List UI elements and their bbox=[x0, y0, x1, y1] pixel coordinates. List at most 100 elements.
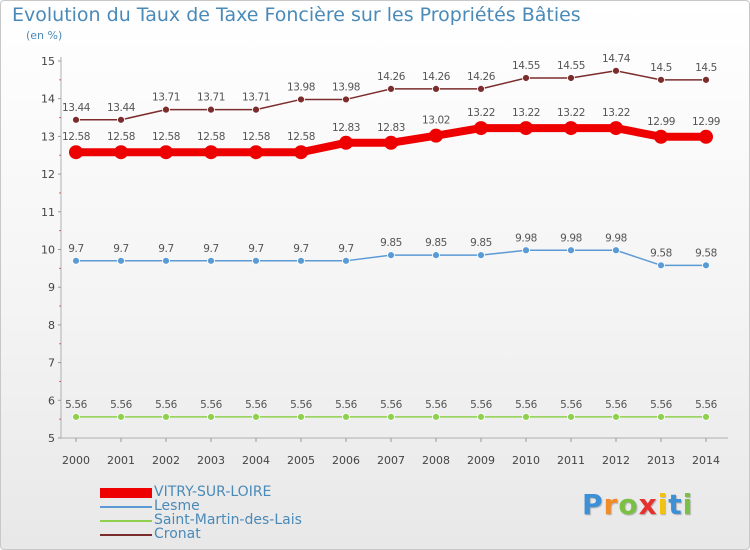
chart-title: Evolution du Taux de Taxe Foncière sur l… bbox=[12, 4, 581, 26]
logo-letter: P bbox=[582, 488, 604, 521]
x-tick-label: 2002 bbox=[152, 454, 180, 467]
legend-label: Saint-Martin-des-Lais bbox=[154, 512, 302, 528]
x-tick-label: 2014 bbox=[692, 454, 720, 467]
data-point bbox=[117, 115, 125, 124]
data-point bbox=[252, 105, 260, 114]
data-label: 14.5 bbox=[650, 62, 672, 74]
data-point bbox=[72, 412, 80, 421]
x-tick-label: 2010 bbox=[512, 454, 540, 467]
data-label: 5.56 bbox=[65, 399, 87, 411]
data-label: 9.85 bbox=[425, 237, 447, 249]
data-point bbox=[657, 261, 665, 270]
data-label: 5.56 bbox=[110, 399, 132, 411]
logo-letter: i bbox=[682, 488, 694, 521]
data-label: 5.56 bbox=[425, 399, 447, 411]
legend-swatch bbox=[100, 506, 152, 508]
data-point bbox=[117, 412, 125, 421]
logo-letter: i bbox=[657, 488, 669, 521]
data-point bbox=[564, 121, 578, 136]
data-label: 9.85 bbox=[470, 237, 492, 249]
data-label: 9.7 bbox=[338, 243, 354, 255]
data-point bbox=[432, 251, 440, 260]
data-label: 13.71 bbox=[242, 92, 270, 104]
data-point bbox=[519, 121, 533, 136]
x-tick-label: 2007 bbox=[377, 454, 405, 467]
data-point bbox=[702, 261, 710, 270]
data-point bbox=[252, 256, 260, 265]
data-point bbox=[114, 145, 128, 160]
data-point bbox=[432, 412, 440, 421]
data-label: 9.7 bbox=[68, 243, 84, 255]
x-tick-label: 2003 bbox=[197, 454, 225, 467]
data-point bbox=[297, 256, 305, 265]
data-label: 9.98 bbox=[515, 232, 537, 244]
data-label: 5.56 bbox=[560, 399, 582, 411]
data-point bbox=[72, 256, 80, 265]
data-point bbox=[654, 129, 668, 144]
y-tick-label: 10 bbox=[41, 244, 55, 257]
data-point bbox=[657, 75, 665, 84]
data-label: 5.56 bbox=[200, 399, 222, 411]
x-tick-label: 2000 bbox=[62, 454, 90, 467]
data-label: 13.71 bbox=[197, 92, 225, 104]
data-label: 5.56 bbox=[290, 399, 312, 411]
data-point bbox=[297, 412, 305, 421]
data-point bbox=[387, 84, 395, 93]
data-point bbox=[162, 256, 170, 265]
data-label: 13.22 bbox=[557, 107, 585, 119]
data-label: 13.44 bbox=[107, 102, 136, 114]
data-point bbox=[612, 246, 620, 255]
data-label: 12.58 bbox=[152, 131, 180, 143]
data-label: 5.56 bbox=[650, 399, 672, 411]
data-point bbox=[477, 84, 485, 93]
data-label: 12.83 bbox=[332, 122, 360, 134]
data-label: 9.7 bbox=[293, 243, 309, 255]
data-label: 12.58 bbox=[242, 131, 270, 143]
data-label: 9.85 bbox=[380, 237, 402, 249]
data-label: 9.98 bbox=[560, 232, 582, 244]
data-point bbox=[339, 135, 353, 150]
data-label: 14.74 bbox=[602, 53, 631, 65]
logo-letter: o bbox=[618, 488, 639, 521]
data-point bbox=[159, 145, 173, 160]
data-point bbox=[702, 412, 710, 421]
y-tick-label: 6 bbox=[48, 394, 55, 407]
data-point bbox=[567, 74, 575, 82]
logo-letter: r bbox=[603, 488, 619, 521]
data-point bbox=[162, 412, 170, 421]
data-label: 12.99 bbox=[692, 116, 720, 128]
data-point bbox=[204, 145, 218, 160]
data-label: 14.55 bbox=[557, 60, 585, 72]
data-label: 13.22 bbox=[467, 107, 495, 119]
data-label: 13.02 bbox=[422, 115, 450, 127]
data-point bbox=[699, 129, 713, 144]
data-label: 14.26 bbox=[377, 71, 406, 83]
data-point bbox=[384, 135, 398, 150]
legend-label: Lesme bbox=[154, 498, 200, 514]
data-label: 9.7 bbox=[113, 243, 129, 255]
x-tick-label: 2009 bbox=[467, 454, 495, 467]
legend-swatch bbox=[100, 534, 152, 536]
data-point bbox=[612, 66, 620, 75]
data-label: 9.7 bbox=[248, 243, 264, 255]
data-point bbox=[522, 246, 530, 255]
data-label: 5.56 bbox=[470, 399, 492, 411]
data-label: 9.7 bbox=[158, 243, 174, 255]
x-tick-label: 2008 bbox=[422, 454, 450, 467]
legend-label: Cronat bbox=[154, 526, 201, 542]
data-label: 12.58 bbox=[197, 131, 225, 143]
proxiti-logo: Proxiti bbox=[582, 488, 693, 521]
data-point bbox=[207, 105, 215, 114]
data-label: 9.58 bbox=[695, 247, 717, 259]
data-label: 13.22 bbox=[512, 107, 540, 119]
data-label: 5.56 bbox=[155, 399, 177, 411]
data-point bbox=[207, 256, 215, 265]
data-point bbox=[207, 412, 215, 421]
y-tick-label: 15 bbox=[41, 55, 55, 68]
logo-letter: x bbox=[638, 488, 658, 521]
data-point bbox=[117, 256, 125, 265]
y-tick-label: 14 bbox=[41, 93, 55, 106]
data-label: 12.58 bbox=[62, 131, 90, 143]
